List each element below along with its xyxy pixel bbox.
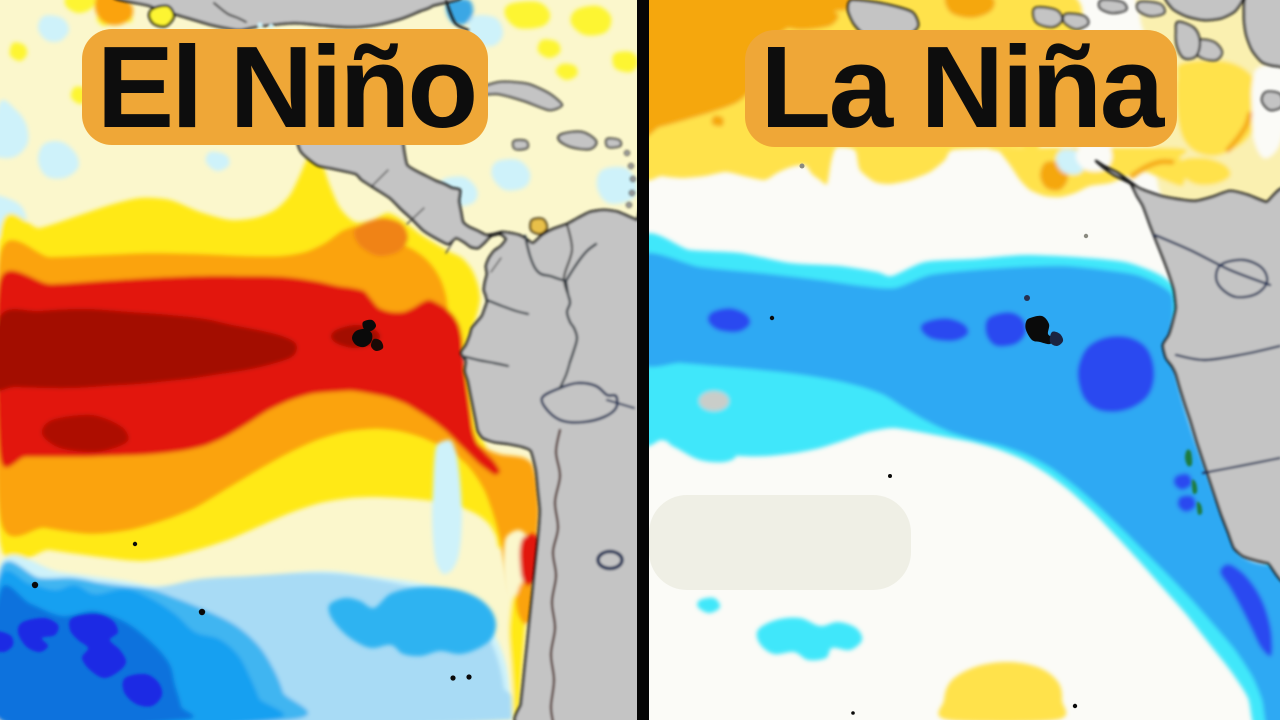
- svg-text:El Niño: El Niño: [97, 22, 476, 152]
- svg-text:La Niña: La Niña: [760, 22, 1165, 152]
